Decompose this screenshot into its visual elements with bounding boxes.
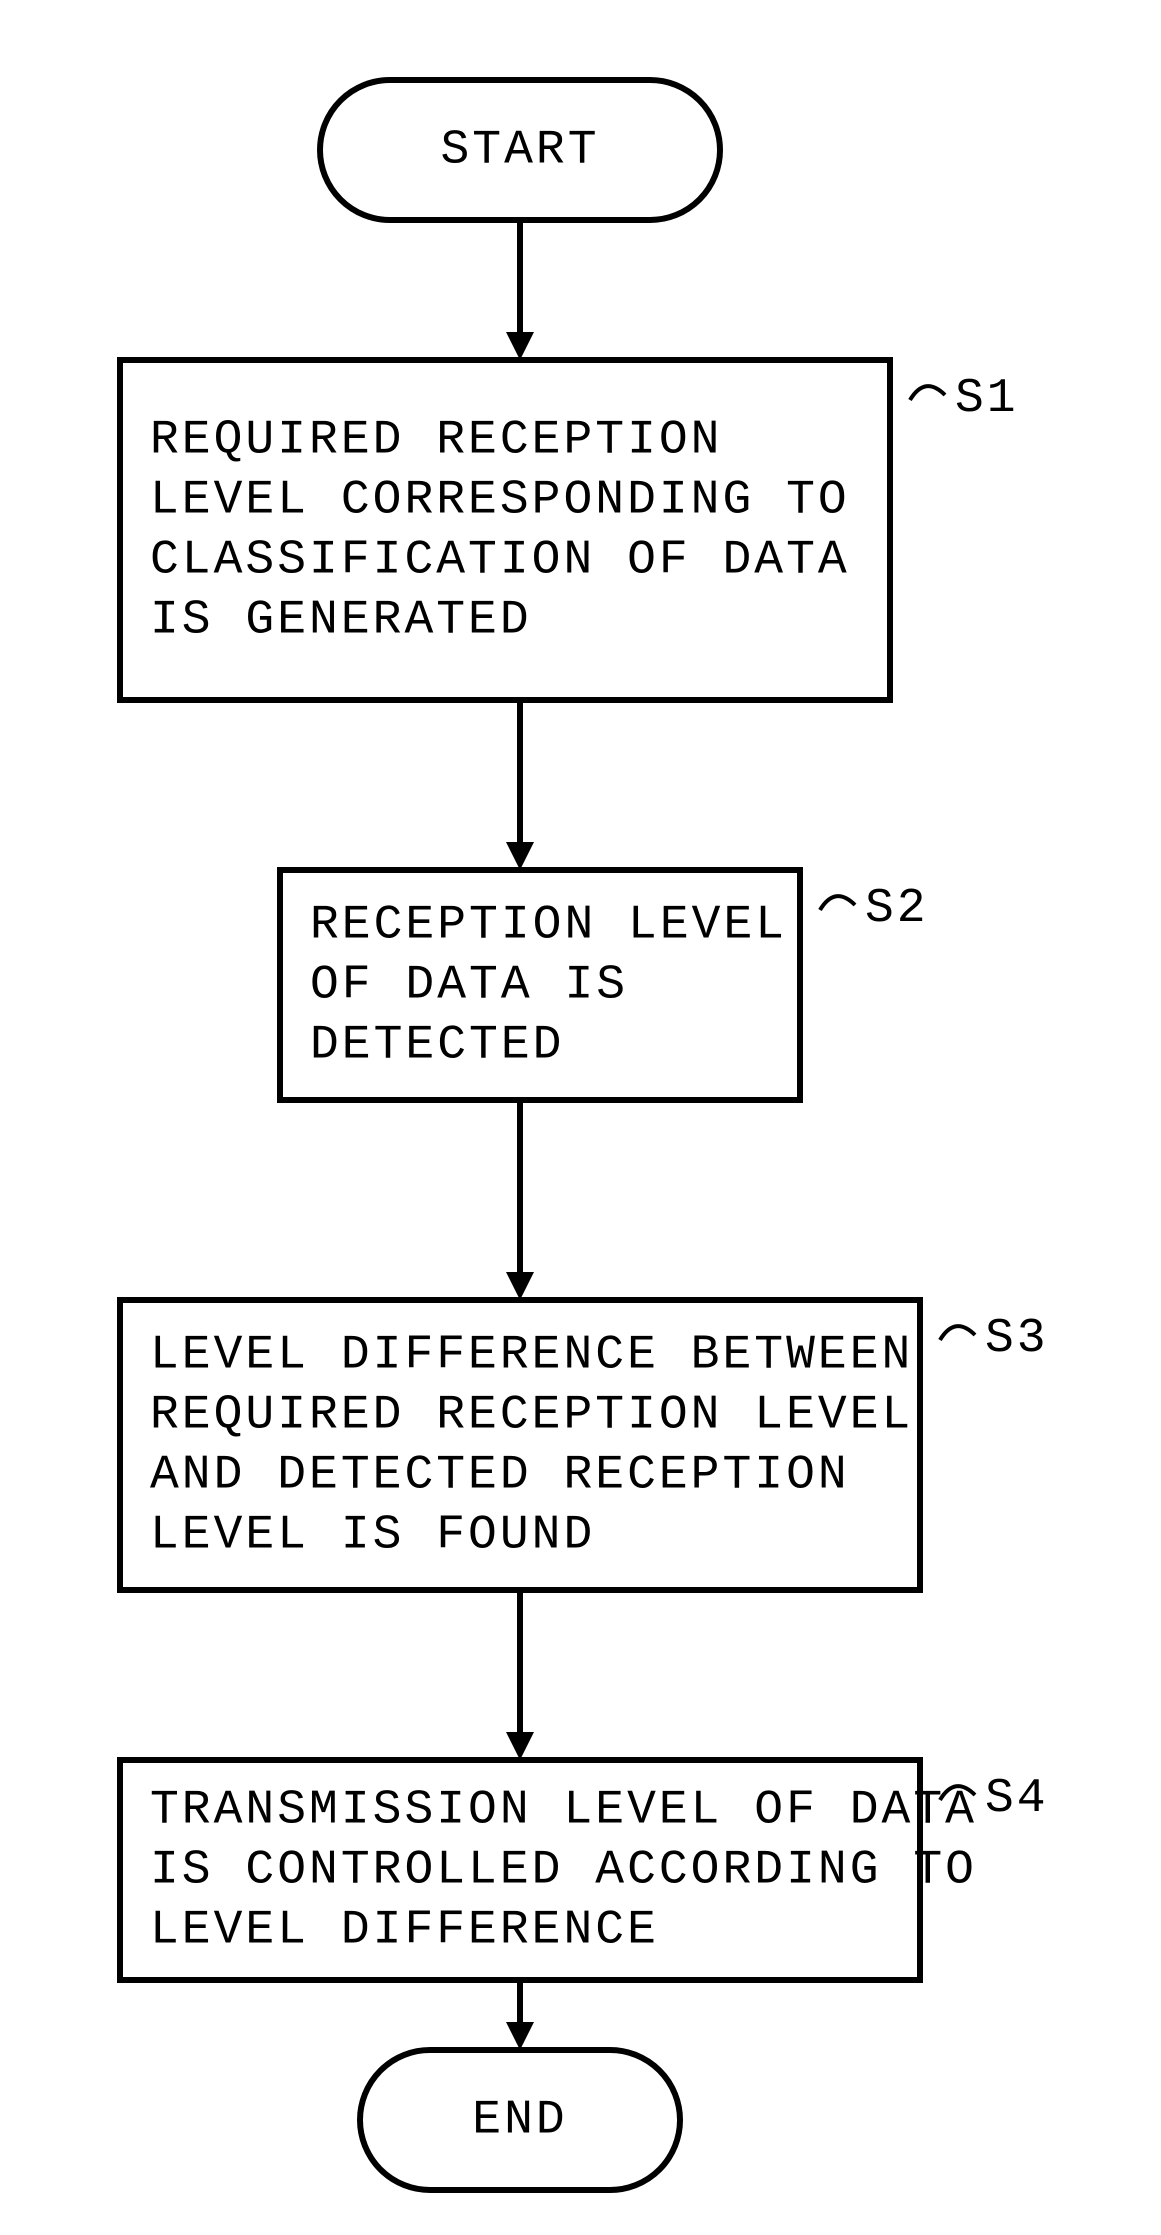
step-S4-line-1: IS CONTROLLED ACCORDING TO — [150, 1844, 977, 1898]
arrow-start-S1 — [506, 220, 534, 360]
step-S1-line-2: CLASSIFICATION OF DATA — [150, 534, 850, 588]
step-tag-S2 — [820, 896, 855, 910]
start-label: START — [440, 124, 599, 178]
step-tag-text-S1: S1 — [955, 372, 1019, 426]
step-S2-line-0: RECEPTION LEVEL — [310, 899, 787, 953]
step-S3-line-2: AND DETECTED RECEPTION — [150, 1449, 850, 1503]
arrow-S1-S2 — [506, 700, 534, 870]
step-tag-text-S4: S4 — [985, 1772, 1049, 1826]
step-tag-S1 — [910, 386, 945, 400]
step-S2-line-1: OF DATA IS — [310, 959, 628, 1013]
step-tag-text-S2: S2 — [865, 882, 929, 936]
step-S3-line-0: LEVEL DIFFERENCE BETWEEN — [150, 1329, 913, 1383]
end-label: END — [472, 2094, 567, 2148]
arrow-S4-end — [506, 1980, 534, 2050]
arrow-S3-S4 — [506, 1590, 534, 1760]
step-tag-S3 — [940, 1326, 975, 1340]
step-S3-line-3: LEVEL IS FOUND — [150, 1509, 595, 1563]
step-S3-line-1: REQUIRED RECEPTION LEVEL — [150, 1389, 913, 1443]
step-S2-line-2: DETECTED — [310, 1019, 564, 1073]
step-S1-line-1: LEVEL CORRESPONDING TO — [150, 474, 850, 528]
step-S1-line-0: REQUIRED RECEPTION — [150, 414, 722, 468]
step-tag-text-S3: S3 — [985, 1312, 1049, 1366]
arrow-S2-S3 — [506, 1100, 534, 1300]
step-S1-line-3: IS GENERATED — [150, 594, 532, 648]
step-S4-line-2: LEVEL DIFFERENCE — [150, 1904, 659, 1958]
step-S1 — [120, 360, 945, 700]
step-S4-line-0: TRANSMISSION LEVEL OF DATA — [150, 1784, 977, 1838]
